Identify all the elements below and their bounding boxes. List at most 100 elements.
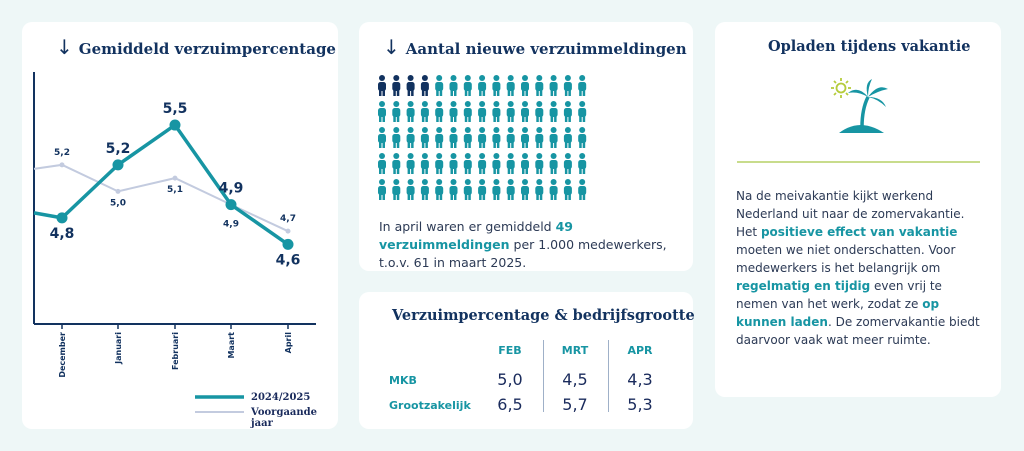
person-icon [463, 127, 472, 148]
data-point-current [112, 159, 124, 171]
column-header-apr: APR [627, 344, 653, 357]
person-icon [563, 101, 572, 122]
person-icon [578, 153, 587, 174]
person-icon [478, 179, 487, 200]
person-icon [578, 179, 587, 200]
person-icon [563, 153, 572, 174]
person-icon [506, 127, 515, 148]
person-icon [406, 153, 415, 174]
table-cell: 5,3 [627, 395, 653, 414]
person-icon [492, 153, 501, 174]
person-icon [535, 101, 544, 122]
person-icon [406, 101, 415, 122]
row-label-mkb: MKB [389, 374, 417, 387]
person-icon [506, 179, 515, 200]
person-icon [378, 179, 386, 200]
column-divider [608, 340, 609, 412]
person-icon [521, 179, 529, 200]
data-label-previous: 4,7 [280, 214, 296, 224]
table-cell: 5,7 [562, 395, 588, 414]
person-icon [563, 127, 572, 148]
column-header-mrt: MRT [561, 344, 589, 357]
person-icon [535, 127, 544, 148]
legend-label-previous: Voorgaande jaar [251, 407, 318, 429]
person-icon [435, 101, 444, 122]
person-icon [492, 101, 501, 122]
arrow-down-icon: ↓ [56, 35, 73, 59]
data-point-current [56, 212, 68, 224]
table-cell: 5,0 [497, 370, 523, 389]
vacation-card: Opladen tijdens vakantie Na de meivakant… [715, 22, 1001, 397]
person-icon [435, 75, 444, 96]
person-icon [492, 127, 501, 148]
person-icon [521, 101, 529, 122]
person-icon [478, 101, 487, 122]
person-icon [378, 75, 386, 96]
company-size-card: Verzuimpercentage & bedrijfsgrootte FEB … [359, 292, 695, 429]
person-icon [392, 153, 401, 174]
column-divider [543, 340, 544, 412]
person-icon [506, 153, 515, 174]
person-icon [420, 75, 429, 96]
person-icon [563, 75, 572, 96]
data-label-current: 4,8 [50, 226, 75, 242]
person-icon [435, 179, 444, 200]
divider-line [737, 161, 980, 163]
person-icon [492, 75, 501, 96]
data-label-previous: 4,9 [223, 220, 239, 230]
person-icon [449, 179, 458, 200]
data-point-previous [285, 228, 291, 234]
legend-label-current: 2024/2025 [251, 392, 311, 403]
person-icon [392, 75, 401, 96]
person-icon [420, 101, 429, 122]
person-icon [549, 75, 558, 96]
x-tick-label: Januari [114, 332, 123, 365]
person-icon [478, 127, 487, 148]
notifications-description: In april waren er gemiddeld 49 verzuimme… [379, 219, 667, 270]
person-icon [449, 75, 458, 96]
person-icon [463, 101, 472, 122]
x-tick-label: Februari [171, 332, 180, 370]
data-point-current [282, 238, 294, 250]
vacation-description: Na de meivakantie kijkt werkend Nederlan… [736, 189, 980, 347]
person-icon [549, 179, 558, 200]
arrow-down-icon: ↓ [383, 35, 400, 59]
data-point-current [169, 119, 181, 131]
person-icon [420, 153, 429, 174]
series-line-previous [33, 163, 289, 233]
person-icon [549, 153, 558, 174]
person-icon [463, 75, 472, 96]
company-size-title: Verzuimpercentage & bedrijfsgrootte [392, 307, 695, 324]
person-icon [463, 179, 472, 200]
data-point-previous [59, 162, 65, 168]
person-icon [420, 179, 429, 200]
person-icon [392, 127, 401, 148]
person-icon [449, 101, 458, 122]
person-icon [535, 75, 544, 96]
x-tick-label: December [58, 332, 67, 378]
data-label-current: 5,5 [163, 101, 188, 117]
x-tick-label: April [284, 332, 293, 354]
table-cell: 6,5 [497, 395, 523, 414]
person-icon-grid [378, 75, 587, 200]
notifications-title: ↓ Aantal nieuwe verzuimmeldingen [383, 35, 687, 59]
vacation-highlight: regelmatig en tijdig [736, 279, 871, 293]
person-icon [506, 75, 515, 96]
notifications-highlight: 49 verzuimmeldingen [379, 219, 573, 252]
person-icon [449, 153, 458, 174]
person-icon [406, 127, 415, 148]
chart-title: ↓ Gemiddeld verzuimpercentage [56, 35, 336, 59]
chart-card: ↓ Gemiddeld verzuimpercentage December Jan… [22, 22, 338, 429]
person-icon [435, 127, 444, 148]
person-icon [463, 153, 472, 174]
person-icon [535, 153, 544, 174]
person-icon [549, 127, 558, 148]
line-chart: December Januari Februari Maart April 5,2 5,0 5… [33, 72, 316, 413]
person-icon [521, 127, 529, 148]
data-point-previous [172, 175, 178, 181]
person-icon [492, 179, 501, 200]
column-header-feb: FEB [498, 344, 522, 357]
person-icon [506, 101, 515, 122]
person-icon [449, 127, 458, 148]
person-icon [563, 179, 572, 200]
